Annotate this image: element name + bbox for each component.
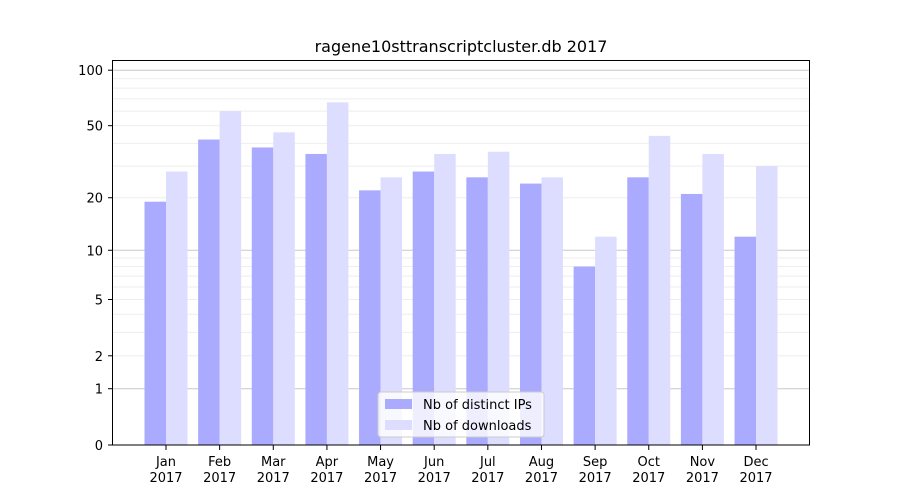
bar-distinct-ips-5 bbox=[412, 171, 435, 446]
x-tick-label: 2017 bbox=[418, 471, 451, 486]
bar-distinct-ips-8 bbox=[573, 266, 596, 445]
bar-distinct-ips-9 bbox=[627, 177, 649, 446]
x-tick-label: Aug bbox=[529, 455, 554, 470]
chart-title: ragene10sttranscriptcluster.db 2017 bbox=[315, 37, 608, 56]
bar-downloads-8 bbox=[595, 236, 617, 445]
bar-distinct-ips-2 bbox=[251, 147, 274, 445]
x-tick-label: Jul bbox=[479, 455, 496, 470]
bar-downloads-9 bbox=[648, 135, 671, 446]
y-axis: 0 1 2 5 10 20 50 100 bbox=[78, 64, 113, 454]
bar-distinct-ips-0 bbox=[144, 201, 166, 445]
bar-downloads-0 bbox=[166, 171, 188, 446]
bar-distinct-ips-10 bbox=[680, 193, 703, 445]
x-tick-label: Apr bbox=[316, 455, 339, 470]
bar-distinct-ips-4 bbox=[359, 190, 381, 445]
x-tick-label: 2017 bbox=[203, 471, 236, 486]
legend-swatch-downloads bbox=[385, 420, 412, 430]
legend-swatch-ips bbox=[385, 399, 412, 409]
x-tick-label: 2017 bbox=[739, 471, 772, 486]
bar-downloads-4 bbox=[380, 177, 403, 446]
x-tick-label: 2017 bbox=[525, 471, 558, 486]
bar-distinct-ips-3 bbox=[305, 153, 327, 445]
y-tick-label: 50 bbox=[86, 120, 103, 135]
x-tick-label: Oct bbox=[638, 455, 660, 470]
bar-downloads-2 bbox=[273, 132, 295, 446]
x-tick-label: 2017 bbox=[310, 471, 343, 486]
x-tick-label: Nov bbox=[690, 455, 716, 470]
x-tick-label: Mar bbox=[261, 455, 286, 470]
x-tick-label: 2017 bbox=[471, 471, 504, 486]
bar-distinct-ips-11 bbox=[734, 236, 757, 445]
y-tick-label: 5 bbox=[95, 293, 103, 308]
y-tick-label: 100 bbox=[78, 64, 103, 79]
y-tick-label: 20 bbox=[86, 192, 103, 207]
y-tick-label: 1 bbox=[95, 383, 103, 398]
x-tick-label: Jan bbox=[155, 455, 176, 470]
x-tick-label: Sep bbox=[583, 455, 608, 470]
bar-distinct-ips-6 bbox=[466, 177, 488, 446]
y-tick-label: 10 bbox=[86, 244, 103, 259]
plot-frame bbox=[112, 60, 810, 446]
x-tick-label: 2017 bbox=[149, 471, 182, 486]
y-tick-label: 0 bbox=[95, 439, 103, 454]
bars bbox=[144, 102, 778, 446]
legend-label-ips: Nb of distinct IPs bbox=[423, 398, 532, 413]
legend-label-downloads: Nb of downloads bbox=[423, 419, 532, 434]
x-tick-label: 2017 bbox=[686, 471, 719, 486]
x-tick-label: Dec bbox=[743, 455, 768, 470]
y-tick-label: 2 bbox=[95, 350, 103, 365]
x-tick-label: 2017 bbox=[632, 471, 665, 486]
x-tick-label: 2017 bbox=[579, 471, 612, 486]
legend: Nb of distinct IPs Nb of downloads bbox=[377, 391, 545, 438]
bar-downloads-1 bbox=[219, 111, 242, 446]
bar-downloads-6 bbox=[487, 151, 510, 445]
x-tick-label: 2017 bbox=[257, 471, 290, 486]
x-tick-label: Jun bbox=[423, 455, 444, 470]
x-tick-label: Feb bbox=[208, 455, 231, 470]
bar-downloads-11 bbox=[756, 166, 778, 445]
bar-distinct-ips-1 bbox=[198, 139, 220, 446]
bar-downloads-5 bbox=[434, 153, 456, 445]
x-tick-label: 2017 bbox=[364, 471, 397, 486]
x-axis: Jan2017Feb2017Mar2017Apr2017May2017Jun20… bbox=[149, 445, 773, 486]
bar-distinct-ips-7 bbox=[519, 183, 542, 446]
bar-downloads-3 bbox=[326, 102, 349, 445]
x-tick-label: May bbox=[367, 455, 394, 470]
bar-downloads-7 bbox=[541, 177, 563, 446]
bar-downloads-10 bbox=[702, 153, 724, 445]
